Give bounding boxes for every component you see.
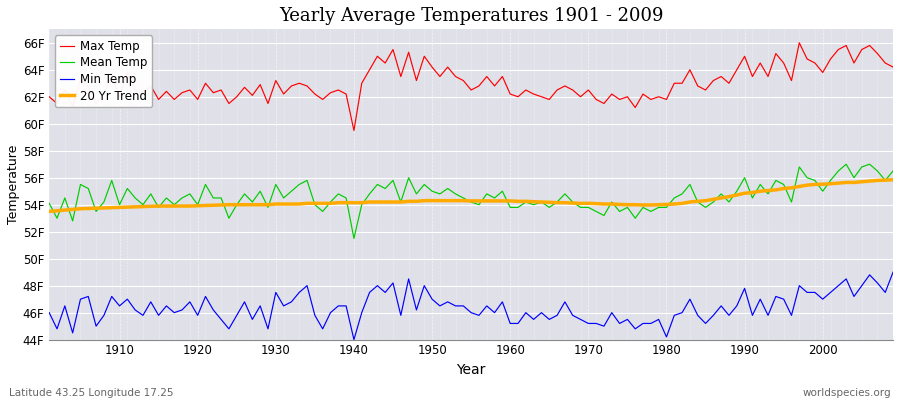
- Max Temp: [887, 65, 898, 70]
- 20 Yr Trend: [278, 202, 289, 206]
- Mean Temp: [887, 168, 898, 173]
- Min Temp: [348, 337, 359, 342]
- Line: 20 Yr Trend: 20 Yr Trend: [50, 180, 893, 212]
- Min Temp: [44, 310, 55, 315]
- Mean Temp: [607, 200, 617, 204]
- Legend: Max Temp, Mean Temp, Min Temp, 20 Yr Trend: Max Temp, Mean Temp, Min Temp, 20 Yr Tre…: [55, 35, 152, 107]
- X-axis label: Year: Year: [456, 363, 486, 377]
- 20 Yr Trend: [44, 209, 55, 214]
- Mean Temp: [348, 236, 359, 241]
- Line: Mean Temp: Mean Temp: [50, 164, 893, 238]
- 20 Yr Trend: [106, 205, 117, 210]
- Max Temp: [106, 74, 117, 79]
- Min Temp: [325, 310, 336, 315]
- Mean Temp: [106, 178, 117, 183]
- Line: Max Temp: Max Temp: [50, 43, 893, 130]
- Title: Yearly Average Temperatures 1901 - 2009: Yearly Average Temperatures 1901 - 2009: [279, 7, 663, 25]
- 20 Yr Trend: [505, 198, 516, 203]
- 20 Yr Trend: [887, 177, 898, 182]
- Max Temp: [348, 128, 359, 133]
- Min Temp: [505, 321, 516, 326]
- Mean Temp: [278, 196, 289, 200]
- 20 Yr Trend: [497, 198, 508, 203]
- Max Temp: [513, 94, 524, 99]
- Line: Min Temp: Min Temp: [50, 272, 893, 340]
- Max Temp: [794, 40, 805, 45]
- Mean Temp: [44, 201, 55, 206]
- Mean Temp: [325, 200, 336, 204]
- Max Temp: [325, 90, 336, 95]
- Min Temp: [278, 304, 289, 308]
- Mean Temp: [513, 205, 524, 210]
- Y-axis label: Temperature: Temperature: [7, 145, 20, 224]
- Mean Temp: [505, 205, 516, 210]
- Mean Temp: [841, 162, 851, 167]
- Min Temp: [607, 310, 617, 315]
- Max Temp: [607, 92, 617, 96]
- Min Temp: [106, 294, 117, 299]
- 20 Yr Trend: [325, 201, 336, 206]
- 20 Yr Trend: [598, 202, 609, 206]
- Text: Latitude 43.25 Longitude 17.25: Latitude 43.25 Longitude 17.25: [9, 388, 174, 398]
- Max Temp: [44, 94, 55, 99]
- Max Temp: [278, 92, 289, 96]
- Max Temp: [505, 92, 516, 96]
- Min Temp: [513, 321, 524, 326]
- Min Temp: [887, 270, 898, 274]
- Text: worldspecies.org: worldspecies.org: [803, 388, 891, 398]
